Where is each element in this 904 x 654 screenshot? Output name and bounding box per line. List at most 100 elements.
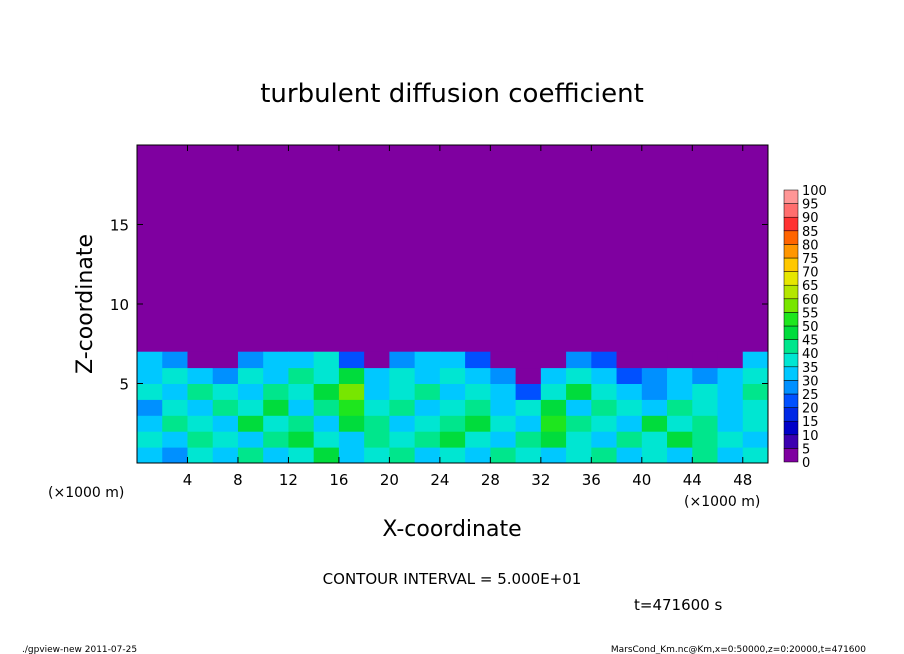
field-cell bbox=[490, 431, 517, 448]
field-cell bbox=[389, 383, 416, 400]
colorbar-label: 60 bbox=[802, 293, 819, 308]
field-cell bbox=[616, 399, 643, 416]
colorbar-swatch bbox=[783, 244, 799, 259]
field-cell bbox=[187, 399, 214, 416]
field-cell bbox=[540, 415, 567, 432]
field-cell bbox=[717, 447, 744, 464]
field-cell bbox=[439, 351, 466, 369]
footer: ./gpview-new 2011-07-25 bbox=[22, 645, 137, 654]
field-cell bbox=[414, 447, 441, 464]
field-cell bbox=[439, 415, 466, 432]
y-axis-label: Z-coordinate bbox=[73, 234, 98, 374]
colorbar-swatch bbox=[783, 284, 799, 300]
field-cell bbox=[288, 399, 315, 416]
colorbar-label: 55 bbox=[802, 306, 819, 321]
field-cell bbox=[465, 351, 491, 369]
y-tick-label: 5 bbox=[119, 376, 129, 394]
field-cell bbox=[313, 383, 340, 400]
field-cell bbox=[439, 399, 466, 416]
field-cell bbox=[490, 351, 517, 369]
x-tick-label: 36 bbox=[582, 471, 601, 489]
field-cell bbox=[465, 367, 491, 384]
field-cell bbox=[717, 399, 744, 416]
field-cell bbox=[263, 431, 289, 448]
colorbar-swatch bbox=[783, 366, 799, 381]
field-cell bbox=[212, 399, 239, 416]
colorbar-swatch bbox=[783, 271, 799, 286]
x-tick-label: 20 bbox=[380, 471, 399, 489]
colorbar-label: 75 bbox=[802, 252, 819, 267]
field-cell bbox=[237, 383, 264, 400]
x-tick-label: 44 bbox=[683, 471, 702, 489]
field-cell bbox=[137, 383, 163, 400]
y-tick-label: 15 bbox=[110, 217, 129, 235]
field-cell bbox=[490, 383, 517, 400]
field-cell bbox=[187, 431, 214, 448]
field-cell bbox=[389, 447, 416, 464]
field-cell bbox=[338, 431, 365, 448]
field-cell bbox=[237, 351, 264, 369]
field-cell bbox=[692, 399, 719, 416]
field-cell bbox=[414, 431, 441, 448]
field-cell bbox=[667, 351, 693, 369]
field-cell bbox=[162, 415, 188, 432]
field-cell bbox=[162, 431, 188, 448]
field-cell bbox=[288, 367, 315, 384]
colorbar-label: 20 bbox=[802, 402, 819, 417]
field-cell bbox=[187, 383, 214, 400]
field-cell bbox=[515, 367, 542, 384]
field-cell bbox=[566, 431, 592, 448]
field-cell bbox=[515, 383, 542, 400]
field-cell bbox=[540, 431, 567, 448]
field-cell bbox=[566, 447, 592, 464]
field-cell bbox=[465, 399, 491, 416]
field-cell bbox=[137, 351, 163, 369]
colorbar-swatch bbox=[783, 420, 799, 436]
x-unit-label: (×1000 m) bbox=[48, 485, 124, 501]
field-cell bbox=[641, 447, 668, 464]
field-cell bbox=[263, 415, 289, 432]
field-cell bbox=[288, 447, 315, 464]
field-cell bbox=[162, 399, 188, 416]
field-cell bbox=[465, 431, 491, 448]
colorbar-label: 100 bbox=[802, 184, 827, 199]
field-cell bbox=[338, 383, 365, 400]
field-cell bbox=[667, 367, 693, 384]
x-tick-label: 16 bbox=[329, 471, 348, 489]
field-cell bbox=[389, 351, 416, 369]
field-cell bbox=[616, 447, 643, 464]
field-cell bbox=[313, 351, 340, 369]
colorbar-label: 35 bbox=[802, 361, 819, 376]
field-cell bbox=[566, 415, 592, 432]
field-cell bbox=[212, 383, 239, 400]
field-cell bbox=[540, 367, 567, 384]
field-cell bbox=[667, 415, 693, 432]
field-cell bbox=[465, 383, 491, 400]
field-cell bbox=[263, 399, 289, 416]
field-cell bbox=[692, 447, 719, 464]
field-cell bbox=[717, 367, 744, 384]
field-cell bbox=[616, 383, 643, 400]
colorbar-label: 15 bbox=[802, 415, 819, 430]
field-cell bbox=[591, 399, 618, 416]
field-cell bbox=[439, 383, 466, 400]
field-cell bbox=[717, 431, 744, 448]
field-cell bbox=[490, 367, 517, 384]
field-cell bbox=[162, 383, 188, 400]
colorbar-label: 65 bbox=[802, 279, 819, 294]
colorbar-swatch bbox=[783, 203, 799, 218]
colorbar-label: 45 bbox=[802, 334, 819, 349]
field-cell bbox=[667, 383, 693, 400]
field-cell bbox=[742, 447, 769, 464]
field-cell bbox=[515, 351, 542, 369]
field-cell bbox=[338, 447, 365, 464]
colorbar-label: 30 bbox=[802, 374, 819, 389]
field-cell bbox=[313, 431, 340, 448]
field-cell bbox=[667, 399, 693, 416]
field-cell bbox=[313, 415, 340, 432]
field-cell bbox=[692, 383, 719, 400]
field-cell bbox=[414, 399, 441, 416]
field-cell bbox=[338, 351, 365, 369]
colorbar-swatch bbox=[783, 230, 799, 245]
